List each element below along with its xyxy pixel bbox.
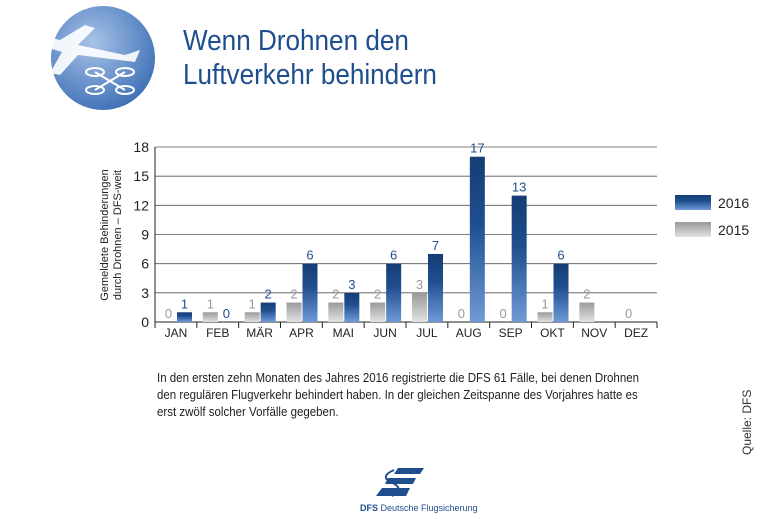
x-tick-label: FEB xyxy=(206,326,229,340)
title-line-1: Wenn Drohnen den xyxy=(183,25,409,57)
title-line-2: Luftverkehr behindern xyxy=(183,59,437,91)
chart-title: Wenn Drohnen den Luftverkehr behindern xyxy=(183,24,437,92)
x-tick-label: NOV xyxy=(581,326,607,340)
bar-2016 xyxy=(511,195,527,322)
data-label-2015: 2 xyxy=(583,287,590,302)
x-tick-label: AUG xyxy=(456,326,482,340)
bar-2016 xyxy=(469,156,485,322)
data-label-2015: 2 xyxy=(374,287,381,302)
y-tick-label: 18 xyxy=(133,139,149,155)
bar-2015 xyxy=(537,312,553,322)
y-tick-label: 6 xyxy=(141,256,149,272)
data-label-2016: 13 xyxy=(512,180,526,195)
bar-2015 xyxy=(370,302,386,322)
bar-2016 xyxy=(386,263,402,322)
x-tick-label: OKT xyxy=(540,326,565,340)
x-tick-label: APR xyxy=(289,326,314,340)
caption-line: erst zwölf solcher Vorfälle gegeben. xyxy=(157,405,339,419)
logo-abbr: DFS xyxy=(360,503,378,513)
data-label-2016: 3 xyxy=(348,277,355,292)
caption-line: In den ersten zehn Monaten des Jahres 20… xyxy=(157,371,640,385)
data-label-2016: 0 xyxy=(223,306,230,321)
data-label-2015: 0 xyxy=(458,306,465,321)
data-label-2015: 1 xyxy=(541,296,548,311)
data-label-2015: 1 xyxy=(207,296,214,311)
legend-swatch-2015 xyxy=(675,222,711,237)
drone-plane-emblem xyxy=(20,6,155,110)
y-axis-label: Gemeldete Behinderungen xyxy=(99,169,111,300)
bar-2016 xyxy=(553,263,569,322)
data-label-2016: 7 xyxy=(432,238,439,253)
y-axis-label: durch Drohnen – DFS-weit xyxy=(112,170,124,300)
bar-2015 xyxy=(328,302,344,322)
bar-2015 xyxy=(579,302,595,322)
data-label-2016: 6 xyxy=(390,248,397,263)
data-label-2016: 2 xyxy=(265,287,272,302)
y-tick-label: 15 xyxy=(133,168,149,184)
bar-2015 xyxy=(202,312,218,322)
data-label-2015: 0 xyxy=(165,306,172,321)
dfs-logo xyxy=(376,468,424,497)
bar-2016 xyxy=(177,312,192,322)
bar-2015 xyxy=(412,292,427,322)
data-label-2016: 6 xyxy=(557,248,564,263)
bar-2016 xyxy=(260,302,276,322)
x-tick-label: JUL xyxy=(416,326,438,340)
bar-2016 xyxy=(428,253,443,322)
data-label-2016: 1 xyxy=(181,296,188,311)
data-label-2015: 1 xyxy=(249,296,256,311)
bar-2016 xyxy=(302,263,318,322)
caption-line: den regulären Flugverkehr behindert habe… xyxy=(157,388,638,402)
x-tick-label: MÄR xyxy=(246,326,273,340)
bar-2015 xyxy=(286,302,302,322)
y-tick-label: 0 xyxy=(141,314,149,330)
bar-2016 xyxy=(344,292,360,322)
data-label-2016: 17 xyxy=(470,141,484,156)
y-tick-label: 9 xyxy=(141,227,149,243)
data-label-2015: 3 xyxy=(416,277,423,292)
caption: In den ersten zehn Monaten des Jahres 20… xyxy=(157,370,640,421)
legend-label: 2016 xyxy=(718,195,749,211)
x-tick-label: SEP xyxy=(499,326,523,340)
legend-swatch-2016 xyxy=(675,195,711,210)
x-tick-label: DEZ xyxy=(624,326,648,340)
source-note: Quelle: DFS xyxy=(740,389,754,455)
bar-2015 xyxy=(244,312,260,322)
x-tick-label: JAN xyxy=(165,326,188,340)
data-label-2015: 0 xyxy=(625,306,632,321)
legend-label: 2015 xyxy=(718,222,749,238)
data-label-2015: 0 xyxy=(500,306,507,321)
x-tick-label: MAI xyxy=(333,326,354,340)
data-label-2016: 6 xyxy=(306,248,313,263)
logo-text: DFS Deutsche Flugsicherung xyxy=(360,503,478,513)
data-label-2015: 2 xyxy=(332,287,339,302)
y-tick-label: 3 xyxy=(141,285,149,301)
logo-name: Deutsche Flugsicherung xyxy=(380,503,478,513)
data-label-2015: 2 xyxy=(290,287,297,302)
x-tick-label: JUN xyxy=(373,326,396,340)
y-tick-label: 12 xyxy=(133,197,149,213)
